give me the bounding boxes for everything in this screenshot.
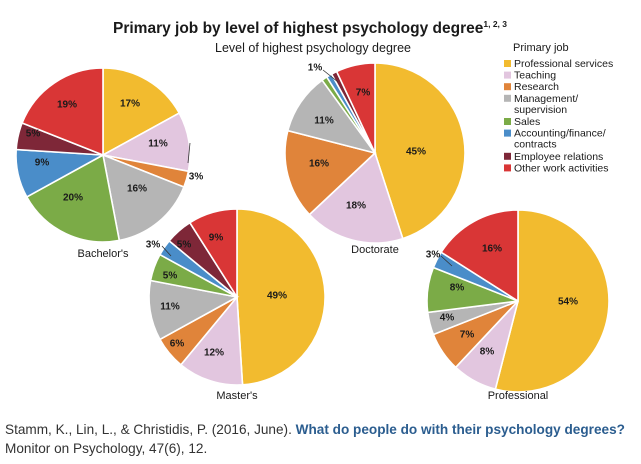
pie-slice-professional-services: [102, 67, 181, 157]
data-label-professional-services: 54%: [558, 297, 578, 308]
data-label-employee-relations: 5%: [26, 129, 41, 140]
pie-slice-research: [284, 129, 377, 216]
leader-line: [161, 245, 172, 257]
data-label-other-work-activities: 9%: [209, 233, 224, 244]
legend-item-employee-relations: Employee relations: [504, 151, 603, 163]
pie-title: Bachelor's: [77, 248, 129, 260]
pie-slice-teaching: [308, 151, 404, 244]
data-label-accounting-finance-contracts: 9%: [35, 158, 50, 169]
pie-slice-other-work-activities: [188, 208, 238, 300]
legend-item-sales: Sales: [504, 116, 540, 128]
data-label-sales: 20%: [63, 193, 83, 204]
pie-slice-other-work-activities: [21, 67, 104, 157]
data-label-research: 7%: [460, 330, 475, 341]
figure-subtitle: Level of highest psychology degree: [215, 41, 411, 55]
legend-label: Management/: [514, 93, 578, 105]
legend-title: Primary job: [513, 42, 569, 54]
data-label-management-supervision: 11%: [160, 302, 180, 313]
legend-label: Research: [514, 81, 559, 93]
data-label-accounting-finance-contracts: 3%: [426, 250, 441, 261]
data-label-sales: 1%: [308, 63, 323, 74]
legend-swatch: [504, 129, 511, 137]
figure-title-text: Primary job by level of highest psycholo…: [113, 20, 484, 37]
data-label-other-work-activities: 19%: [57, 100, 77, 111]
data-label-professional-services: 45%: [406, 147, 426, 158]
pie-slice-teaching: [179, 294, 244, 386]
legend-label: Sales: [514, 116, 540, 128]
legend-swatch: [504, 152, 511, 160]
legend-swatch: [504, 71, 511, 79]
data-label-other-work-activities: 16%: [482, 244, 502, 255]
data-label-other-work-activities: 7%: [356, 88, 371, 99]
legend-swatch: [504, 164, 511, 172]
pie-slice-other-work-activities: [335, 62, 376, 154]
legend-swatch: [504, 83, 511, 91]
legend-label: Professional services: [514, 58, 613, 70]
leader-line: [322, 69, 339, 83]
legend-swatch: [504, 94, 511, 102]
data-label-research: 6%: [170, 339, 185, 350]
legend-label: contracts: [514, 139, 557, 151]
legend-item-professional-services: Professional services: [504, 58, 613, 70]
data-label-accounting-finance-contracts: 3%: [146, 240, 161, 251]
pie-professional: 54% 8% 7% 4% 8% 3% 16% Professional: [426, 209, 610, 402]
citation-link[interactable]: What do people do with their psychology …: [295, 422, 625, 437]
data-label-teaching: 8%: [480, 347, 495, 358]
legend-label: Teaching: [514, 70, 556, 82]
legend-label: Other work activities: [514, 162, 609, 174]
pie-chart-figure: Primary job by level of highest psycholo…: [15, 19, 613, 402]
pie-title: Doctorate: [351, 244, 399, 256]
leader-line: [187, 142, 191, 164]
legend-swatch: [504, 118, 511, 125]
legend-item-accounting-finance: Accounting/finance/contracts: [504, 128, 606, 151]
legend-label: Accounting/finance/: [514, 128, 606, 140]
data-label-employee-relations: 5%: [177, 240, 192, 251]
data-label-sales: 8%: [450, 283, 465, 294]
pie-slice-professional-services: [236, 208, 326, 386]
legend: Primary job Professional servicesTeachin…: [504, 42, 613, 174]
legend-label: Employee relations: [514, 151, 603, 163]
figure-title: Primary job by level of highest psycholo…: [113, 19, 507, 37]
pie-bachelor-s: 17% 11% 3% 16% 20% 9% 5% 19% Bachelor's: [15, 67, 204, 260]
legend-item-teaching: Teaching: [504, 70, 556, 82]
pie-slice-professional-services: [374, 62, 466, 240]
pie-title: Professional: [488, 390, 549, 402]
data-label-management-supervision: 4%: [440, 313, 455, 324]
citation-journal: Monitor on Psychology, 47(6), 12.: [5, 441, 208, 456]
data-label-sales: 5%: [163, 271, 178, 282]
pie-title: Master's: [216, 390, 258, 402]
data-label-research: 3%: [189, 172, 204, 183]
legend-item-other-work-activities: Other work activities: [504, 162, 609, 174]
pie-master-s: 49% 12% 6% 11% 5% 3% 5% 9% Master's: [146, 208, 326, 402]
legend-label: supervision: [514, 104, 567, 116]
leader-line: [440, 255, 453, 267]
citation-authors: Stamm, K., Lin, L., & Christidis, P. (20…: [5, 422, 296, 437]
citation: Stamm, K., Lin, L., & Christidis, P. (20…: [5, 420, 637, 458]
data-label-teaching: 12%: [204, 348, 224, 359]
pie-slice-sales: [25, 153, 121, 243]
data-label-teaching: 18%: [346, 201, 366, 212]
data-label-professional-services: 49%: [267, 291, 287, 302]
pie-slice-other-work-activities: [440, 209, 519, 303]
figure-title-superscript: 1, 2, 3: [483, 19, 507, 29]
data-label-research: 16%: [309, 159, 329, 170]
pie-slice-professional-services: [494, 209, 610, 393]
data-label-management-supervision: 16%: [127, 184, 147, 195]
legend-item-management: Management/supervision: [504, 93, 578, 116]
data-label-management-supervision: 11%: [314, 116, 334, 127]
pie-slice-management-supervision: [101, 153, 185, 242]
legend-swatch: [504, 60, 511, 67]
data-label-teaching: 11%: [148, 139, 168, 150]
legend-item-research: Research: [504, 81, 559, 93]
data-label-professional-services: 17%: [120, 99, 140, 110]
pies-group: 17% 11% 3% 16% 20% 9% 5% 19% Bachelor's 45% 18% 16%…: [15, 62, 610, 402]
pie-doctorate: 45% 18% 16% 11% 1% 7% Doctorate: [284, 62, 466, 256]
